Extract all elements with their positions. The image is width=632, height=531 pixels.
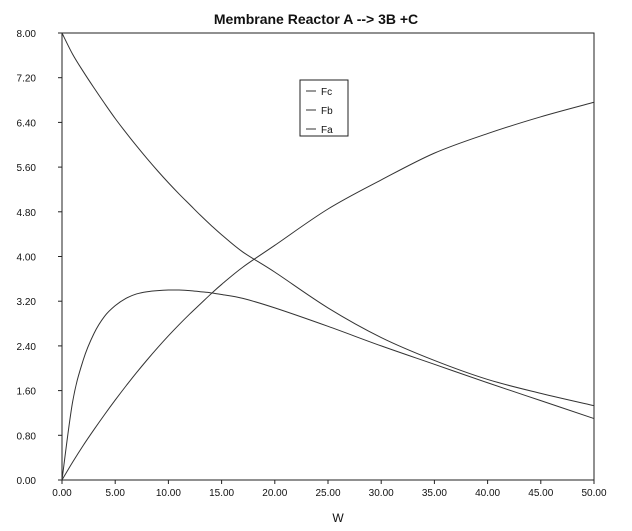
y-tick-label: 7.20: [17, 74, 37, 85]
legend-box: [299, 79, 349, 137]
x-tick-label: 10.00: [156, 488, 181, 499]
x-tick-label: 50.00: [581, 488, 606, 499]
y-tick-label: 2.40: [17, 342, 37, 353]
y-tick-label: 0.80: [17, 431, 37, 442]
x-tick-label: 40.00: [475, 488, 500, 499]
legend-label-fc: Fc: [321, 87, 332, 98]
series-layer: [61, 32, 595, 481]
series-line-fc: [61, 101, 595, 481]
y-axis: 0.00 0.80 1.60 2.40 3.20 4.00 4.80 5.60 6.40 7.20…: [17, 29, 62, 487]
x-tick-label: 20.00: [262, 488, 287, 499]
x-tick-label: 30.00: [369, 488, 394, 499]
chart-title: Membrane Reactor A --> 3B +C: [214, 11, 418, 27]
x-tick-label: 45.00: [528, 488, 553, 499]
x-tick-label: 5.00: [105, 488, 125, 499]
series-line-fb: [61, 289, 595, 481]
y-tick-label: 8.00: [17, 29, 37, 40]
series-line-fa: [61, 32, 595, 407]
y-tick-label: 3.20: [17, 297, 37, 308]
y-tick-label: 6.40: [17, 118, 37, 129]
y-tick-label: 5.60: [17, 163, 37, 174]
x-tick-label: 15.00: [209, 488, 234, 499]
y-tick-label: 1.60: [17, 387, 37, 398]
y-tick-label: 4.00: [17, 253, 37, 264]
legend: Fc Fb Fa: [299, 79, 349, 137]
y-tick-label: 0.00: [17, 476, 37, 487]
x-tick-label: 0.00: [52, 488, 72, 499]
legend-label-fa: Fa: [321, 125, 333, 136]
x-axis: 0.00 5.00 10.00 15.00 20.00 25.00 30.00 35.00 40…: [52, 480, 607, 499]
x-axis-label: W: [332, 511, 344, 525]
x-tick-label: 25.00: [315, 488, 340, 499]
x-tick-label: 35.00: [422, 488, 447, 499]
y-tick-label: 4.80: [17, 208, 37, 219]
legend-label-fb: Fb: [321, 106, 333, 117]
